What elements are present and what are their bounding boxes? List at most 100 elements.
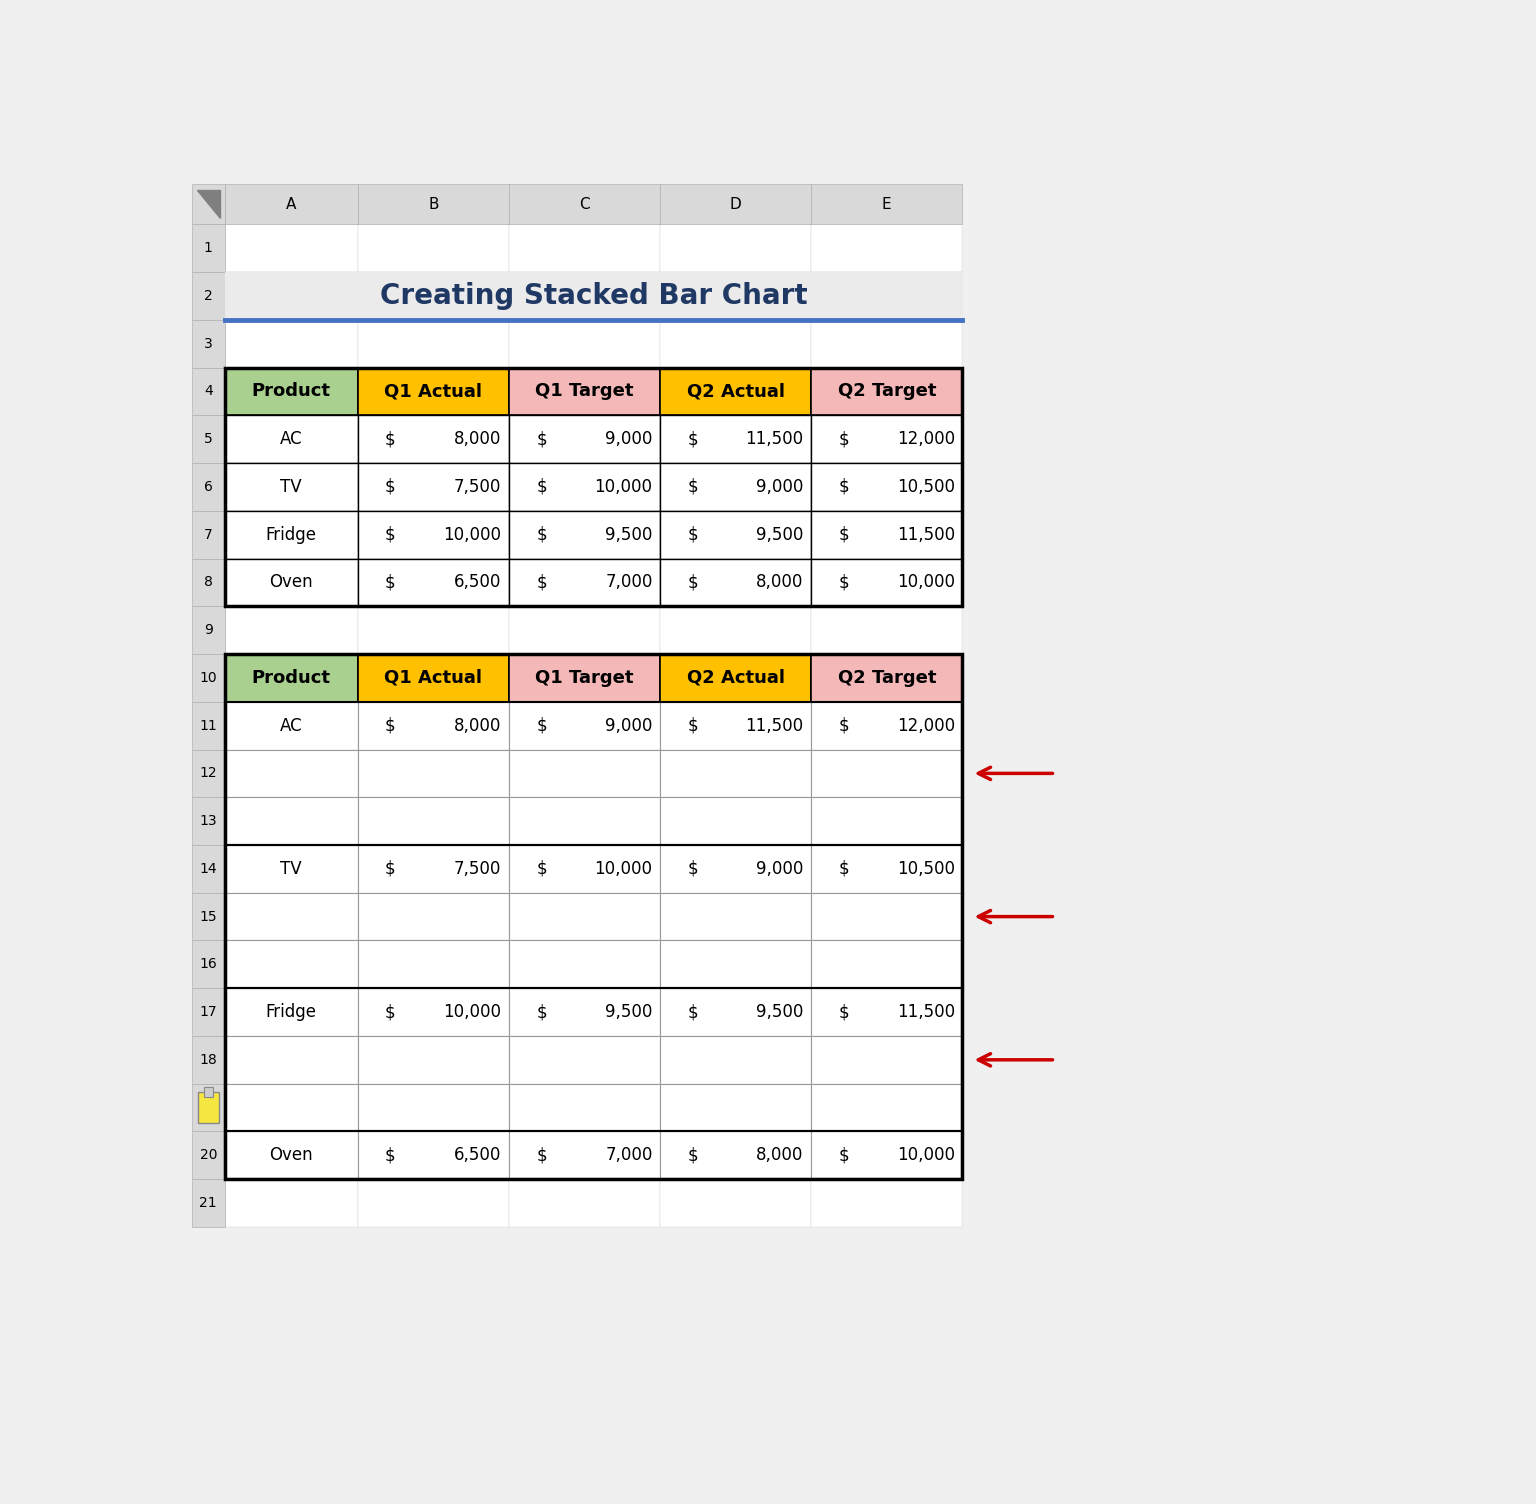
- Text: 14: 14: [200, 862, 217, 875]
- Bar: [224, 654, 963, 1179]
- Text: 9,000: 9,000: [605, 430, 653, 448]
- Text: $: $: [687, 573, 697, 591]
- Text: 6,500: 6,500: [455, 1146, 501, 1164]
- Bar: [358, 367, 508, 415]
- Bar: [811, 940, 963, 988]
- Bar: [508, 224, 660, 272]
- Text: 10,000: 10,000: [594, 860, 653, 878]
- Bar: [358, 224, 508, 272]
- Text: 2: 2: [204, 289, 212, 302]
- Bar: [508, 1084, 660, 1131]
- Text: $: $: [536, 1003, 547, 1021]
- Text: Q2 Target: Q2 Target: [837, 382, 935, 400]
- Text: $: $: [386, 716, 396, 734]
- Bar: [224, 558, 358, 606]
- Bar: [508, 988, 660, 1036]
- Bar: [811, 893, 963, 940]
- Text: Q2 Actual: Q2 Actual: [687, 382, 785, 400]
- Text: 9,000: 9,000: [605, 716, 653, 734]
- Bar: [192, 702, 224, 749]
- Bar: [358, 702, 508, 749]
- Bar: [224, 797, 358, 845]
- Bar: [224, 797, 358, 845]
- Text: $: $: [839, 1146, 849, 1164]
- Text: 12,000: 12,000: [897, 716, 955, 734]
- Bar: [660, 797, 811, 845]
- Bar: [192, 654, 224, 702]
- Bar: [508, 1036, 660, 1084]
- Text: 19: 19: [200, 1101, 217, 1114]
- Text: Q2 Target: Q2 Target: [837, 669, 935, 687]
- Bar: [358, 1131, 508, 1179]
- Bar: [358, 185, 508, 224]
- Bar: [224, 1036, 358, 1084]
- Bar: [224, 415, 358, 463]
- Bar: [508, 654, 660, 702]
- Bar: [660, 1131, 811, 1179]
- Bar: [508, 606, 660, 654]
- Bar: [508, 415, 660, 463]
- Bar: [811, 1036, 963, 1084]
- Bar: [224, 224, 358, 272]
- Text: 10,000: 10,000: [594, 478, 653, 496]
- Bar: [192, 1179, 224, 1227]
- Bar: [660, 558, 811, 606]
- Bar: [508, 272, 660, 320]
- Text: 10: 10: [200, 671, 217, 684]
- Text: 13: 13: [200, 814, 217, 829]
- Text: 11,500: 11,500: [745, 430, 803, 448]
- Bar: [508, 797, 660, 845]
- Bar: [224, 1131, 358, 1179]
- Text: 6,500: 6,500: [455, 573, 501, 591]
- Text: 3: 3: [204, 337, 212, 350]
- Bar: [660, 893, 811, 940]
- Text: E: E: [882, 197, 891, 212]
- Text: TV: TV: [281, 860, 303, 878]
- Bar: [192, 940, 224, 988]
- Bar: [660, 1084, 811, 1131]
- Text: 10,000: 10,000: [897, 573, 955, 591]
- Bar: [508, 511, 660, 558]
- Text: 12: 12: [200, 767, 217, 781]
- Bar: [358, 320, 508, 367]
- Text: 9,000: 9,000: [756, 478, 803, 496]
- Bar: [192, 606, 224, 654]
- Bar: [508, 367, 660, 415]
- Bar: [224, 654, 358, 702]
- Bar: [660, 606, 811, 654]
- Text: B: B: [429, 197, 439, 212]
- Bar: [358, 558, 508, 606]
- Text: 8,000: 8,000: [756, 573, 803, 591]
- Bar: [811, 845, 963, 893]
- Bar: [660, 845, 811, 893]
- Bar: [224, 272, 358, 320]
- Bar: [660, 893, 811, 940]
- Bar: [358, 272, 508, 320]
- Bar: [508, 940, 660, 988]
- Text: $: $: [536, 1146, 547, 1164]
- Bar: [358, 511, 508, 558]
- Bar: [811, 558, 963, 606]
- Text: AC: AC: [280, 716, 303, 734]
- Bar: [224, 702, 963, 845]
- Bar: [660, 320, 811, 367]
- Text: 8,000: 8,000: [455, 716, 501, 734]
- Bar: [508, 463, 660, 511]
- Bar: [224, 654, 358, 702]
- Bar: [811, 797, 963, 845]
- Text: 11,500: 11,500: [897, 1003, 955, 1021]
- Bar: [508, 367, 660, 415]
- Bar: [508, 702, 660, 749]
- Text: Q2 Actual: Q2 Actual: [687, 669, 785, 687]
- Text: 10,000: 10,000: [444, 1003, 501, 1021]
- Text: $: $: [386, 526, 396, 543]
- Bar: [358, 893, 508, 940]
- Text: $: $: [386, 573, 396, 591]
- Text: 17: 17: [200, 1005, 217, 1020]
- Bar: [811, 988, 963, 1036]
- Bar: [358, 606, 508, 654]
- Text: $: $: [687, 1146, 697, 1164]
- Bar: [508, 185, 660, 224]
- Text: 20: 20: [200, 1148, 217, 1163]
- Bar: [224, 940, 358, 988]
